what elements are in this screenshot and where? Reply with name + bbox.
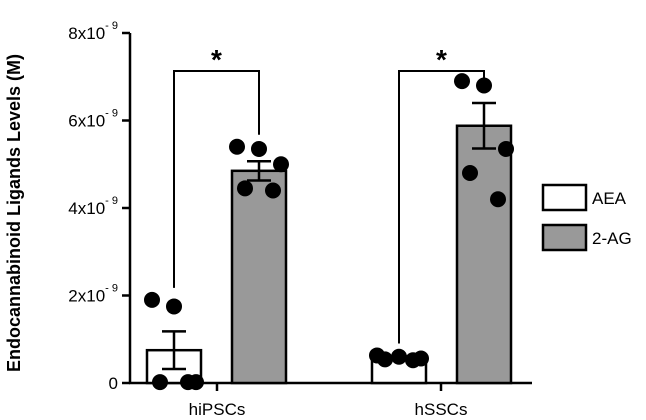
data-point: [180, 374, 196, 391]
y-axis-label: Endocannabinoid Ligands Levels (M): [4, 54, 24, 372]
legend: AEA 2-AG: [541, 183, 632, 252]
legend-swatch: [541, 183, 588, 212]
data-point: [265, 182, 281, 199]
y-tick-label: 0: [109, 374, 118, 393]
data-point: [454, 73, 470, 90]
y-tick-label: 6x10- 9: [68, 108, 118, 131]
data-point: [273, 156, 289, 173]
y-tick-label: 8x10- 9: [68, 20, 118, 43]
data-point: [476, 77, 492, 94]
bars: [145, 101, 513, 385]
data-point: [152, 374, 168, 391]
data-point: [166, 298, 182, 315]
axes: 0 2x10- 9 4x10- 9 6x10- 9 8x10- 9 hiPSCs hSSCs: [68, 20, 532, 419]
data-point: [229, 138, 245, 155]
data-point: [498, 140, 514, 157]
significance-bracket: [173, 70, 260, 288]
x-tick-label: hSSCs: [415, 400, 468, 419]
data-point: [251, 140, 267, 157]
legend-label: 2-AG: [592, 229, 632, 248]
data-points: [144, 73, 514, 391]
significance-star: *: [211, 44, 222, 75]
bar: [230, 169, 288, 385]
data-point: [391, 348, 407, 365]
significance-annotations: * *: [173, 44, 485, 344]
significance-bracket: [398, 70, 485, 344]
data-point: [490, 191, 506, 208]
y-tick-label: 2x10- 9: [68, 283, 118, 306]
data-point: [237, 180, 253, 197]
y-tick-label: 4x10- 9: [68, 195, 118, 218]
data-point: [462, 165, 478, 181]
legend-swatch: [541, 223, 588, 252]
data-point: [144, 291, 160, 308]
significance-star: *: [436, 44, 447, 75]
data-point: [405, 352, 421, 369]
bar: [455, 124, 513, 385]
legend-label: AEA: [592, 189, 627, 208]
x-tick-label: hiPSCs: [189, 400, 246, 419]
data-point: [377, 351, 393, 368]
